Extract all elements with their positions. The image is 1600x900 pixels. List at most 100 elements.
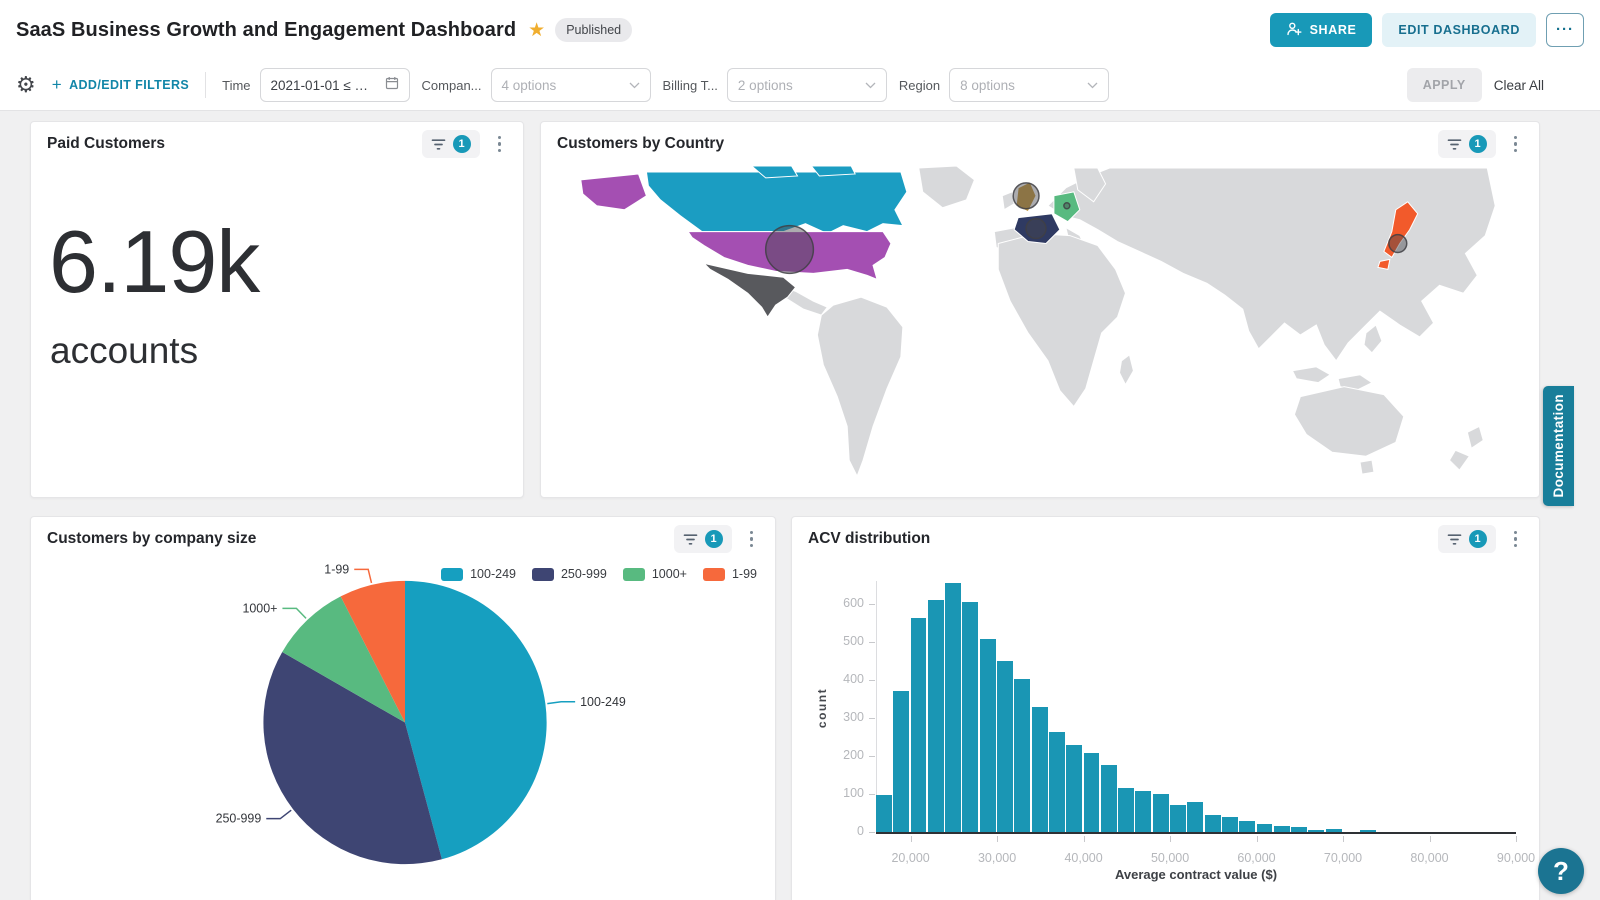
pie-callout-line xyxy=(282,607,307,619)
legend-item-250-999[interactable]: 250-999 xyxy=(531,567,607,581)
x-tick-mark xyxy=(1516,836,1517,842)
hist-bar[interactable] xyxy=(1135,790,1152,832)
kebab-menu-icon[interactable] xyxy=(744,527,760,552)
legend-swatch xyxy=(441,567,464,581)
card-title: Customers by company size xyxy=(47,530,257,547)
map-germany[interactable] xyxy=(1053,191,1081,223)
map-bubble-germany[interactable] xyxy=(1063,202,1071,210)
map-philippines xyxy=(1363,324,1383,354)
card-filter-chip[interactable]: 1 xyxy=(1437,525,1496,553)
map-bubble-united-states[interactable] xyxy=(764,224,815,275)
hist-bar[interactable] xyxy=(1239,820,1256,832)
kebab-menu-icon[interactable] xyxy=(1508,527,1524,552)
card-filter-chip[interactable]: 1 xyxy=(673,525,732,553)
hist-bar[interactable] xyxy=(1100,765,1117,832)
map-alaska[interactable] xyxy=(580,173,648,211)
histogram-plot-area[interactable]: 0 100 200 300 400 500 600 20,000 30,000 40,000 50,… xyxy=(843,581,1535,865)
pie-callout-line xyxy=(266,809,292,820)
y-tick-label: 500 xyxy=(843,633,864,648)
hist-bar[interactable] xyxy=(1031,706,1048,832)
filter-bar: ⚙ + ADD/EDIT FILTERS Time 2021-01-01 ≤ …… xyxy=(0,60,1600,111)
map-united-states[interactable] xyxy=(687,231,892,281)
help-button[interactable]: ? xyxy=(1538,848,1584,894)
hist-bar[interactable] xyxy=(1325,828,1342,832)
hist-bar[interactable] xyxy=(1187,801,1204,832)
world-map[interactable] xyxy=(551,165,1529,491)
legend-item-1000+[interactable]: 1000+ xyxy=(622,567,687,581)
pie-slice-1-99[interactable] xyxy=(340,580,405,723)
filter-label-region: Region xyxy=(898,77,941,93)
hist-bar[interactable] xyxy=(962,601,979,832)
hist-bar[interactable] xyxy=(979,639,996,832)
legend-item-1-99[interactable]: 1-99 xyxy=(702,567,757,581)
kebab-menu-icon[interactable] xyxy=(492,132,508,157)
gear-icon[interactable]: ⚙ xyxy=(16,72,36,97)
map-france[interactable] xyxy=(1013,213,1061,245)
hist-bar[interactable] xyxy=(1360,830,1377,832)
hist-bar[interactable] xyxy=(1066,744,1083,832)
hist-bar[interactable] xyxy=(1118,787,1135,832)
hist-bar[interactable] xyxy=(1308,830,1325,832)
paid-customers-card: Paid Customers 1 6.19k accounts xyxy=(30,121,524,498)
pie-callout-line xyxy=(547,701,576,705)
x-tick-label: 80,000 xyxy=(1410,851,1449,865)
x-tick-label: 40,000 xyxy=(1064,851,1103,865)
chevron-down-icon xyxy=(865,76,876,94)
x-tick-label: 70,000 xyxy=(1323,851,1363,865)
edit-dashboard-button[interactable]: EDIT DASHBOARD xyxy=(1382,13,1536,47)
map-japan[interactable] xyxy=(1383,201,1419,259)
hist-bar[interactable] xyxy=(1291,827,1308,832)
hist-bar[interactable] xyxy=(1273,825,1290,832)
map-canada[interactable] xyxy=(645,171,908,235)
map-canada-islands[interactable] xyxy=(750,165,799,179)
hist-bar[interactable] xyxy=(1256,824,1273,832)
x-tick-mark xyxy=(1343,836,1344,842)
pie-callout-line xyxy=(354,568,373,584)
pie-slice-1000+[interactable] xyxy=(282,596,405,723)
more-menu-button[interactable]: ··· xyxy=(1546,13,1584,47)
legend-item-100-249[interactable]: 100-249 xyxy=(441,567,516,581)
hist-bar[interactable] xyxy=(893,691,910,832)
y-tick-label: 300 xyxy=(843,709,864,724)
map-south-america xyxy=(816,296,904,478)
map-bubble-france[interactable] xyxy=(1025,217,1047,240)
hist-bar[interactable] xyxy=(876,795,892,832)
hist-bar[interactable] xyxy=(1204,814,1221,832)
hist-bar[interactable] xyxy=(945,582,962,832)
filter-group-time: Time 2021-01-01 ≤ … xyxy=(222,68,410,102)
clear-all-button[interactable]: Clear All xyxy=(1493,77,1544,93)
card-filter-chip[interactable]: 1 xyxy=(421,130,480,158)
map-bubble-japan[interactable] xyxy=(1388,233,1408,254)
hist-bar[interactable] xyxy=(1048,732,1065,832)
hist-bar[interactable] xyxy=(997,660,1013,832)
pie-slice-250-999[interactable] xyxy=(263,652,442,865)
favorite-star-icon[interactable]: ★ xyxy=(528,19,546,41)
map-mexico[interactable] xyxy=(702,262,797,318)
pie-slice-100-249[interactable] xyxy=(404,580,547,860)
hist-bar[interactable] xyxy=(1152,793,1169,832)
x-tick-mark xyxy=(1429,836,1431,842)
share-button[interactable]: SHARE xyxy=(1269,13,1373,47)
acv-distribution-card: ACV distribution 1 count 0 100 200 300 400 50… xyxy=(791,516,1540,900)
billing-filter-select[interactable]: 2 options xyxy=(726,68,887,102)
apply-button[interactable]: APPLY xyxy=(1406,68,1482,102)
main-content: Paid Customers 1 6.19k accounts Customer… xyxy=(0,111,1600,900)
time-filter-input[interactable]: 2021-01-01 ≤ … xyxy=(259,68,410,102)
documentation-tab[interactable]: Documentation xyxy=(1543,386,1574,506)
hist-bar[interactable] xyxy=(1014,679,1031,832)
hist-bar[interactable] xyxy=(1083,753,1100,832)
map-japan-island[interactable] xyxy=(1377,258,1391,270)
hist-bar[interactable] xyxy=(1170,805,1186,832)
filter-count-badge: 1 xyxy=(704,530,723,548)
add-edit-filters-button[interactable]: + ADD/EDIT FILTERS xyxy=(52,75,189,95)
map-canada-islands[interactable] xyxy=(810,165,856,177)
company-filter-select[interactable]: 4 options xyxy=(490,68,651,102)
card-header: ACV distribution 1 xyxy=(792,517,1539,561)
hist-bar[interactable] xyxy=(927,600,944,832)
card-filter-chip[interactable]: 1 xyxy=(1437,130,1496,158)
kebab-menu-icon[interactable] xyxy=(1508,132,1524,157)
map-bubble-united-kingdom[interactable] xyxy=(1012,182,1040,210)
region-filter-select[interactable]: 8 options xyxy=(949,68,1110,102)
hist-bar[interactable] xyxy=(1221,816,1238,832)
hist-bar[interactable] xyxy=(910,617,927,832)
